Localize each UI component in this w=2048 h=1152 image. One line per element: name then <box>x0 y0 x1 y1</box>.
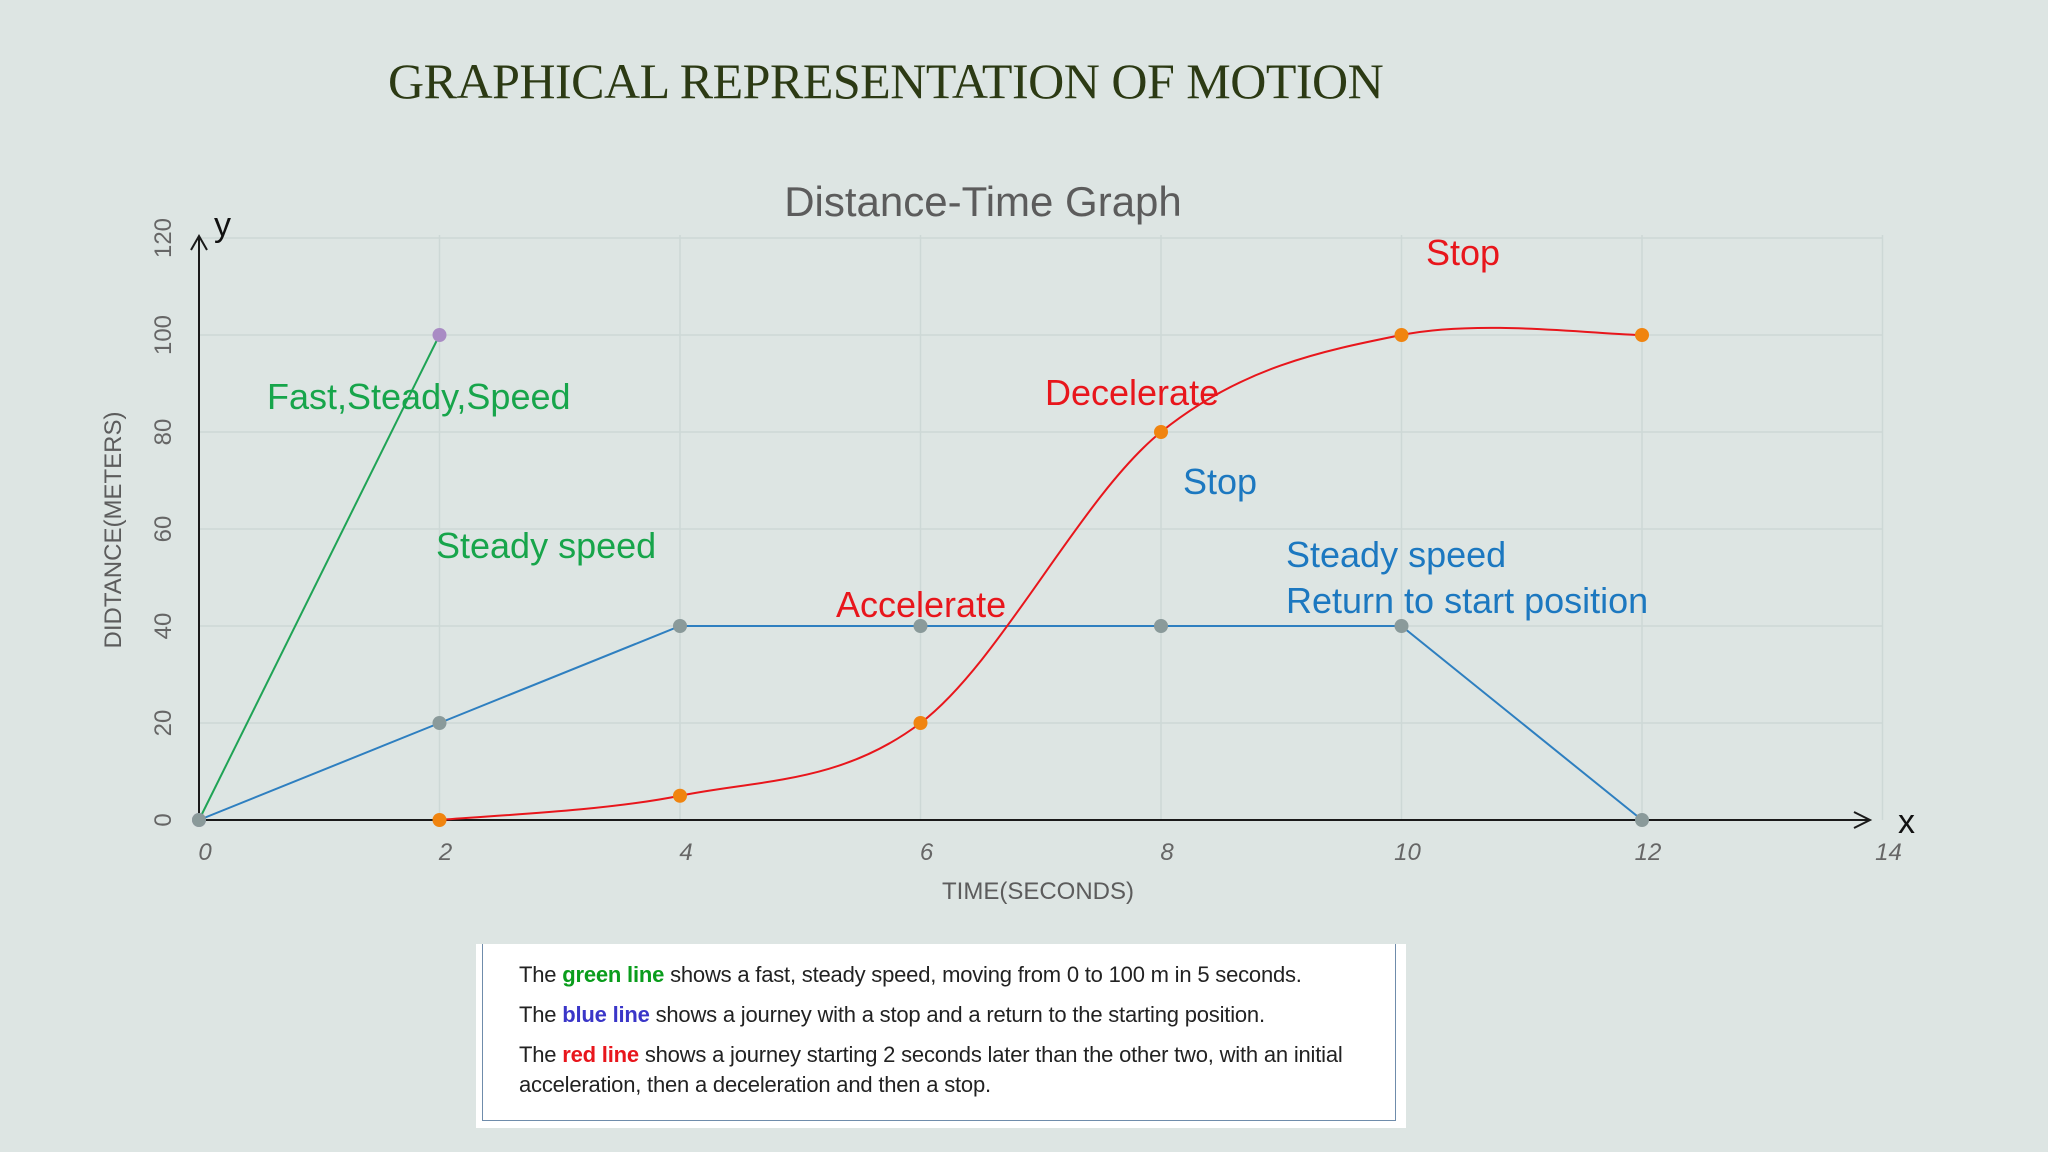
series-line <box>439 326 1643 821</box>
data-point <box>673 788 687 803</box>
caption-blue-lead: The <box>519 1002 557 1027</box>
data-point <box>432 716 447 730</box>
x-axis-label: TIME(SECONDS) <box>942 878 1134 905</box>
y-tick-label: 60 <box>150 516 177 543</box>
caption-red-keyword: red line <box>562 1042 639 1067</box>
annotation-label: Stop <box>1426 232 1500 273</box>
caption-green-text: shows a fast, steady speed, moving from … <box>670 962 1302 987</box>
x-axis-letter: x <box>1898 803 1915 841</box>
x-tick-label: 2 <box>438 839 452 866</box>
caption-frame: The green line shows a fast, steady spee… <box>482 944 1396 1121</box>
annotation-label: Accelerate <box>836 584 1006 625</box>
y-axis-label: DIDTANCE(METERS) <box>100 412 127 649</box>
annotation-label: Return to start position <box>1286 580 1648 621</box>
caption-red: The red line shows a journey starting 2 … <box>519 1040 1395 1100</box>
red-series <box>432 326 1649 827</box>
data-point <box>1154 425 1168 439</box>
caption-green-lead: The <box>519 962 557 987</box>
axes: x y <box>190 206 1915 841</box>
slide-title: GRAPHICAL REPRESENTATION OF MOTION <box>388 53 1384 109</box>
y-tick-label: 80 <box>150 419 177 446</box>
data-point <box>1154 619 1168 633</box>
caption-green-keyword: green line <box>562 962 665 987</box>
x-tick-label: 6 <box>920 839 934 866</box>
distance-time-chart: Distance-Time Graph x y 0 2 4 6 8 10 12 14 0 20 40… <box>100 178 1915 905</box>
annotation-label: Fast,Steady,Speed <box>267 376 571 417</box>
y-tick-label: 20 <box>150 710 177 737</box>
annotation-label: Decelerate <box>1045 372 1219 413</box>
caption-blue-text: shows a journey with a stop and a return… <box>655 1002 1265 1027</box>
annotation-label: Stop <box>1183 461 1257 502</box>
data-point <box>1394 619 1409 633</box>
data-point <box>1394 328 1409 342</box>
data-point <box>1635 328 1649 342</box>
caption-box: The green line shows a fast, steady spee… <box>476 944 1406 1128</box>
annotation-label: Steady speed <box>436 525 656 566</box>
x-tick-label: 8 <box>1160 839 1174 866</box>
grid <box>199 235 1884 820</box>
annotation-label: Steady speed <box>1286 534 1506 575</box>
data-point <box>1635 813 1649 827</box>
data-point <box>913 716 928 730</box>
x-tick-label: 4 <box>679 839 692 866</box>
data-point <box>192 813 206 827</box>
data-point <box>432 328 447 342</box>
caption-red-text: shows a journey starting 2 seconds later… <box>519 1042 1343 1097</box>
y-tick-label: 120 <box>150 218 177 258</box>
x-tick-label: 14 <box>1875 839 1902 866</box>
data-point <box>673 619 687 633</box>
annotations: Fast,Steady,Speed Steady speed Accelerate D… <box>267 232 1648 625</box>
data-point <box>432 813 447 827</box>
series-line <box>198 334 441 821</box>
y-axis-letter: y <box>214 206 231 244</box>
y-tick-label: 0 <box>150 813 177 826</box>
chart-title: Distance-Time Graph <box>784 178 1182 225</box>
y-tick-label: 40 <box>150 613 177 640</box>
x-tick-label: 12 <box>1635 839 1662 866</box>
x-tick-label: 0 <box>198 839 212 866</box>
y-axis-arrow <box>190 233 208 251</box>
caption-blue-keyword: blue line <box>562 1002 650 1027</box>
x-axis-arrow <box>1853 811 1873 829</box>
caption-blue: The blue line shows a journey with a sto… <box>519 1000 1395 1030</box>
series <box>192 326 1649 827</box>
y-tick-label: 100 <box>150 315 177 355</box>
tick-labels: 0 2 4 6 8 10 12 14 0 20 40 60 80 100 120 <box>150 218 1902 866</box>
x-tick-label: 10 <box>1394 839 1421 866</box>
data-point <box>913 619 928 633</box>
caption-red-lead: The <box>519 1042 557 1067</box>
blue-series <box>192 619 1649 827</box>
caption-green: The green line shows a fast, steady spee… <box>519 960 1395 990</box>
